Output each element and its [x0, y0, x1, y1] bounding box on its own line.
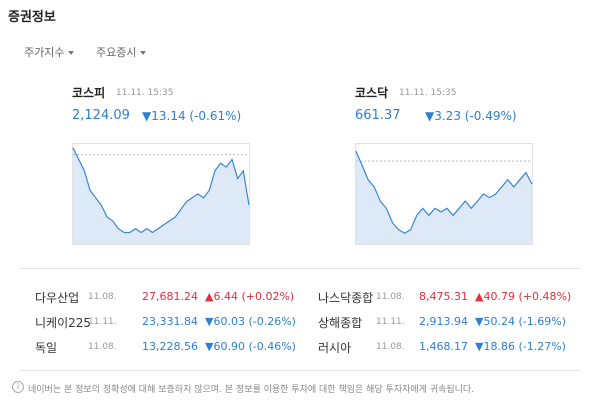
info-icon: i	[12, 381, 24, 393]
index-date: 11.11. 15:35	[399, 88, 457, 98]
index-date: 11.11.	[376, 317, 405, 327]
index-name[interactable]: 코스닥	[355, 86, 389, 100]
index-date: 11.11. 15:35	[116, 88, 174, 98]
index-date: 11.08.	[88, 292, 117, 302]
chart-frame	[72, 143, 250, 245]
index-value: 27,681.24	[142, 290, 198, 303]
chart-frame	[355, 143, 533, 245]
index-date: 11.11.	[88, 317, 117, 327]
index-date: 11.08.	[88, 342, 117, 352]
index-value: 2,913.94	[419, 315, 468, 328]
index-value: 2,124.09	[72, 108, 130, 123]
line	[72, 147, 250, 234]
index-date: 11.08.	[376, 292, 405, 302]
index-change: ▼60.03 (-0.26%)	[205, 315, 296, 328]
index-name[interactable]: 러시아	[318, 341, 352, 355]
index-value: 13,228.56	[142, 340, 198, 353]
sparkline	[72, 143, 250, 245]
index-change: ▼13.14 (-0.61%)	[142, 109, 242, 123]
index-value: 23,331.84	[142, 315, 198, 328]
index-change: ▼50.24 (-1.69%)	[475, 315, 566, 328]
index-value: 8,475.31	[419, 290, 468, 303]
index-name[interactable]: 나스닥종합	[318, 291, 374, 305]
index-date: 11.08.	[376, 342, 405, 352]
index-value: 661.37	[355, 108, 401, 123]
widget-title: 증권정보	[8, 10, 56, 25]
index-name[interactable]: 코스피	[72, 86, 106, 100]
tab[interactable]: 주요증시	[96, 44, 146, 60]
index-value: 1,468.17	[419, 340, 468, 353]
area	[73, 147, 249, 244]
sparkline	[355, 143, 533, 245]
separator	[20, 268, 580, 269]
index-change: ▼3.23 (-0.49%)	[425, 109, 517, 123]
index-name[interactable]: 상해종합	[318, 316, 363, 330]
index-change: ▼18.86 (-1.27%)	[475, 340, 566, 353]
line	[355, 150, 533, 234]
area	[356, 151, 532, 244]
separator	[20, 370, 580, 371]
index-name[interactable]: 독일	[35, 341, 58, 355]
notice: 네이버는 본 정보의 정확성에 대해 보증하지 않으며. 본 정보를 이용한 투…	[28, 385, 475, 395]
index-change: ▲40.79 (+0.48%)	[475, 290, 572, 303]
tab[interactable]: 주가지수	[24, 44, 74, 60]
index-change: ▲6.44 (+0.02%)	[205, 290, 295, 303]
index-change: ▼60.90 (-0.46%)	[205, 340, 296, 353]
index-name[interactable]: 니케이225	[35, 316, 92, 330]
index-name[interactable]: 다우산업	[35, 291, 80, 305]
